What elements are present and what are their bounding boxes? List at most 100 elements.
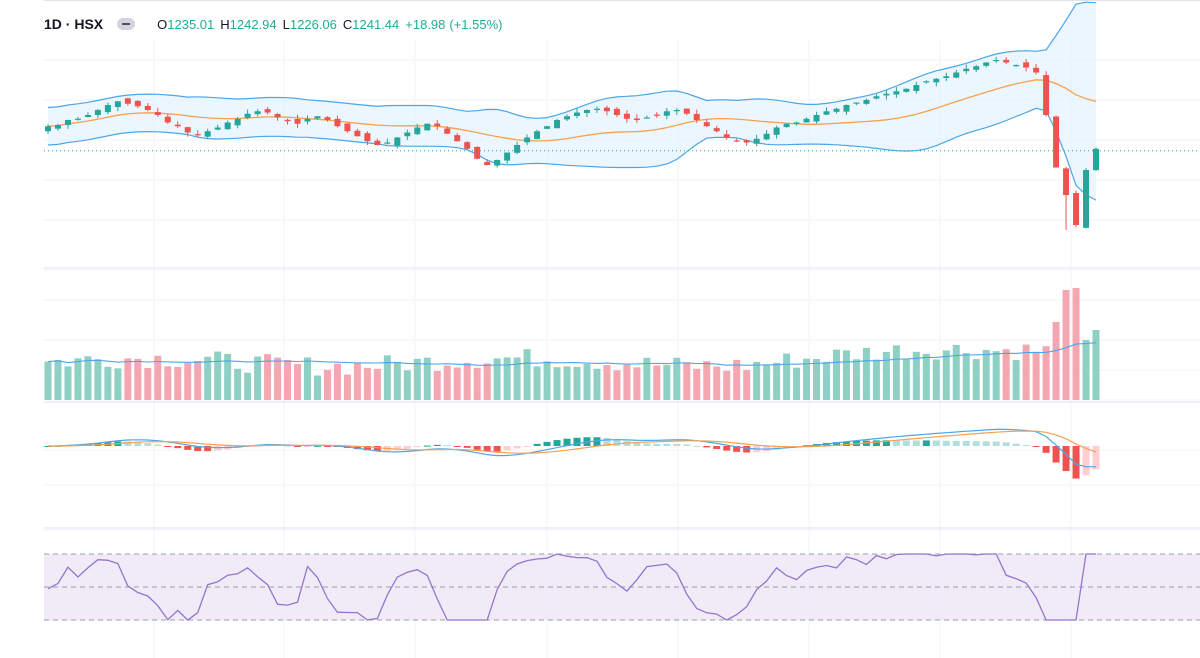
candle-body-66 [703, 122, 710, 127]
signal-line [48, 430, 1097, 454]
volume-bar-56 [603, 365, 611, 400]
volume-bar-62 [663, 364, 671, 400]
macd-hist-bar-94 [982, 441, 990, 446]
volume-bar-65 [693, 368, 701, 400]
candle-body-2 [64, 120, 71, 125]
macd-hist-bar-53 [573, 437, 581, 446]
macd-hist-bar-33 [373, 446, 381, 452]
volume-bar-92 [962, 353, 970, 400]
macd-hist-bar-87 [912, 440, 920, 446]
volume-bar-98 [1022, 344, 1030, 400]
candle-body-54 [583, 110, 590, 113]
macd-hist-bar-31 [353, 446, 361, 450]
candle-body-77 [813, 115, 820, 122]
volume-bar-51 [553, 367, 561, 400]
candle-body-90 [943, 76, 950, 79]
macd-hist-bar-56 [603, 437, 611, 446]
candle-body-83 [873, 96, 880, 99]
candle-body-52 [564, 116, 571, 120]
macd-hist-bar-97 [1012, 443, 1020, 446]
macd-hist-bar-24 [284, 445, 292, 447]
macd-hist-bar-65 [693, 445, 701, 447]
macd-hist-bar-11 [154, 444, 162, 446]
macd-hist-bar-98 [1022, 445, 1030, 447]
macd-hist-bar-61 [653, 443, 661, 446]
candle-body-42 [464, 142, 471, 149]
volume-bar-8 [124, 358, 132, 400]
macd-hist-bar-89 [932, 440, 940, 446]
candle-body-9 [134, 100, 141, 107]
volume-bar-102 [1062, 290, 1070, 400]
volume-bar-35 [393, 361, 401, 400]
candle-body-34 [384, 142, 391, 144]
candle-body-15 [194, 134, 201, 136]
macd-hist-bar-50 [543, 441, 551, 446]
volume-bar-7 [114, 368, 122, 400]
macd-hist-bar-59 [633, 442, 641, 446]
volume-bar-12 [164, 366, 172, 400]
visibility-toggle-icon[interactable] [117, 18, 136, 30]
volume-bar-64 [683, 362, 691, 400]
macd-hist-bar-10 [144, 443, 152, 446]
volume-bar-33 [373, 368, 381, 400]
candle-body-96 [1003, 59, 1010, 63]
volume-bar-32 [363, 367, 371, 400]
macd-hist-bar-14 [184, 446, 192, 450]
candle-body-50 [544, 126, 551, 129]
macd-hist-bar-39 [433, 444, 441, 446]
volume-bar-15 [194, 360, 202, 400]
candle-body-98 [1023, 62, 1030, 68]
candle-body-100 [1043, 75, 1050, 115]
volume-bar-71 [753, 361, 761, 400]
macd-hist-bar-13 [174, 446, 182, 449]
volume-bar-57 [613, 370, 621, 400]
volume-bar-76 [803, 358, 811, 400]
macd-hist-bar-9 [134, 442, 142, 446]
macd-hist-bar-49 [533, 443, 541, 446]
volume-bar-48 [523, 349, 531, 400]
candle-body-5 [94, 110, 101, 116]
volume-bar-11 [154, 355, 162, 400]
candle-body-22 [264, 109, 271, 113]
symbol-label[interactable]: 1D · HSX [44, 16, 104, 32]
volume-bar-29 [333, 363, 341, 400]
candle-body-21 [254, 111, 261, 115]
candle-body-31 [354, 130, 361, 137]
candle-body-47 [514, 145, 521, 153]
macd-hist-bar-91 [952, 440, 960, 446]
candle-body-105 [1093, 148, 1099, 171]
candle-body-8 [124, 98, 131, 104]
candle-body-45 [494, 160, 501, 166]
candle-body-103 [1073, 193, 1080, 225]
open-value: 1235.01 [167, 16, 215, 32]
candle-body-78 [823, 111, 830, 115]
volume-bar-90 [942, 350, 950, 400]
macd-hist-bar-93 [972, 441, 980, 446]
candle-body-55 [593, 108, 600, 110]
candle-body-26 [304, 118, 311, 122]
candle-body-6 [104, 105, 111, 113]
volume-bar-54 [583, 363, 591, 400]
candle-body-95 [993, 60, 1000, 62]
volume-bar-49 [533, 366, 541, 400]
candle-body-82 [863, 100, 870, 104]
volume-bar-58 [623, 364, 631, 400]
volume-bar-25 [294, 364, 302, 400]
candle-body-0 [45, 126, 51, 132]
candle-body-94 [983, 62, 990, 66]
low-label: L [282, 16, 290, 32]
candle-body-38 [424, 123, 431, 131]
volume-bar-10 [144, 367, 152, 400]
candle-body-69 [733, 140, 740, 142]
candle-body-65 [693, 113, 700, 120]
high-label: H [220, 16, 230, 32]
macd-hist-bar-92 [962, 440, 970, 446]
volume-bar-99 [1032, 351, 1040, 400]
open-label: O [157, 16, 168, 32]
candle-body-58 [623, 113, 630, 119]
candle-body-64 [683, 108, 690, 114]
volume-bar-70 [743, 370, 751, 400]
candle-body-53 [573, 112, 580, 117]
volume-bar-59 [633, 367, 641, 400]
